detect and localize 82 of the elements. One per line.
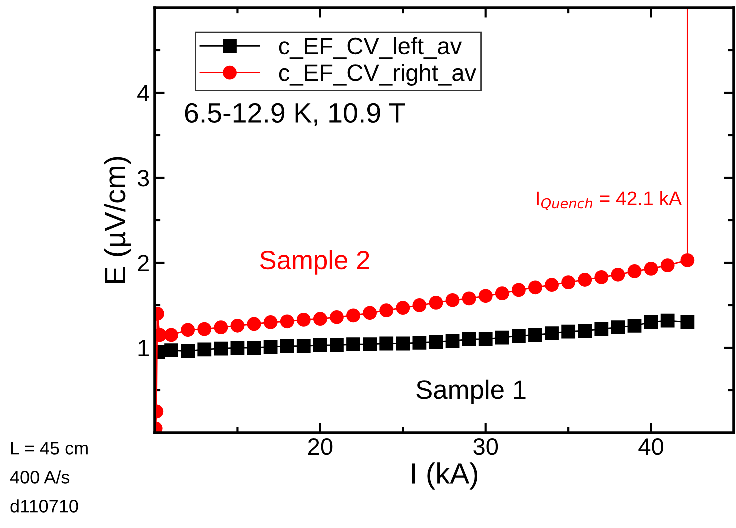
x-axis-title: I (kA) [412,462,478,490]
point [628,264,642,278]
point [446,334,460,348]
point [562,276,576,290]
x-tick-label: 30 [474,438,498,456]
point [412,298,427,312]
point [330,338,344,352]
point [545,326,559,340]
point [594,322,609,336]
point [611,268,626,282]
point [446,293,460,308]
point [512,283,526,298]
y-axis-title: E (µV/cm) [104,157,132,284]
point [198,322,212,336]
text: 400 A/s [10,470,70,484]
text: d110710 [10,500,78,513]
point [578,273,592,287]
point [396,336,410,351]
point [164,328,178,342]
point [644,316,658,330]
point [628,318,642,333]
point [680,316,695,330]
point [181,344,196,358]
point [412,336,427,350]
point [280,314,294,329]
point [528,328,542,342]
annotation: I$_{Quench}$ = 42.1 kA [537,191,682,210]
point [429,335,444,349]
point [528,280,542,295]
point [296,339,311,354]
point [562,324,576,339]
y-tick-label: 3 [138,170,150,187]
point [396,301,410,315]
point [578,324,592,338]
point [363,306,377,320]
point [313,312,328,326]
point [363,338,377,352]
point [478,289,493,304]
point [462,332,476,346]
x-tick-label: 20 [308,438,333,456]
point [462,292,476,306]
point [380,336,394,351]
point [611,320,626,335]
point [264,340,278,354]
point [198,342,212,357]
point [280,339,294,354]
point [478,332,493,346]
point [247,341,262,355]
point [512,329,526,344]
point [164,344,178,358]
point [214,320,228,335]
point [181,323,196,338]
y-tick-label: 2 [138,255,149,272]
x-tick-label: 40 [638,438,664,456]
point [330,310,344,324]
point [594,270,609,284]
point [346,338,360,352]
legend-label: c_EF_CV_right_av [279,64,476,86]
text: L = 45 cm [11,442,88,455]
legend-label: c_EF_CV_left_av [279,37,462,60]
point [346,308,360,323]
annotation: Sample 1 [416,380,526,404]
point [660,314,675,328]
point [495,330,510,345]
point [214,342,228,356]
point [264,316,278,330]
point [545,278,559,292]
annotation: 6.5-12.9 K, 10.9 T [185,103,406,126]
point [230,318,245,333]
point [495,286,510,301]
y-tick-label: 1 [138,340,149,357]
point [660,258,675,272]
point [230,341,245,355]
point [247,317,262,332]
point [380,304,394,318]
point [680,254,695,268]
y-tick-label: 4 [138,85,150,102]
point [429,296,444,310]
point [313,338,328,352]
annotation: Sample 2 [260,250,370,275]
point [644,262,658,276]
point [296,313,311,327]
